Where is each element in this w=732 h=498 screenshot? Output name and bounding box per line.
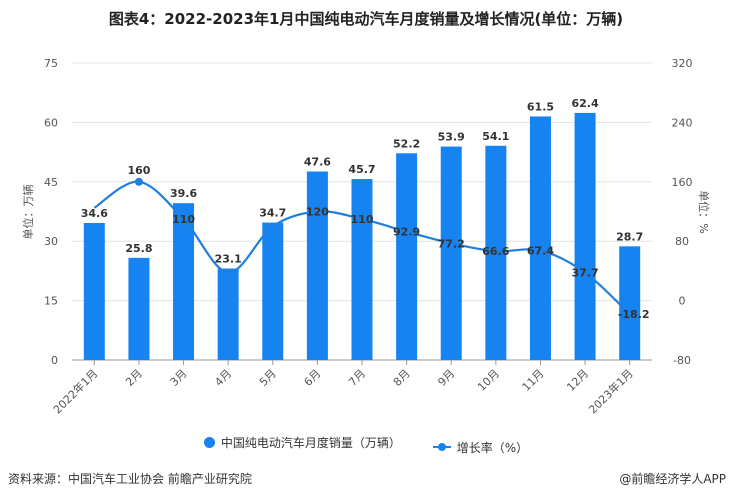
legend-item-growth: 增长率（%） [432, 439, 529, 456]
y2-tick-label: 80 [675, 235, 689, 248]
bar-data-label: 53.9 [438, 131, 465, 144]
growth-data-label: 92.9 [393, 226, 420, 239]
bar-data-label: 52.2 [393, 137, 420, 150]
y2-tick-label: 320 [672, 57, 693, 70]
x-tick-label: 4月 [212, 367, 234, 389]
growth-data-label: 110 [351, 213, 374, 226]
bar [306, 171, 328, 360]
x-tick-label: 3月 [168, 367, 190, 389]
y-tick-label: 75 [44, 57, 58, 70]
bar-data-label: 61.5 [527, 100, 554, 113]
legend-item-sales: 中国纯电动汽车月度销量（万辆） [203, 434, 401, 451]
bar-data-label: 34.6 [81, 207, 108, 220]
legend-label: 中国纯电动汽车月度销量（万辆） [220, 436, 401, 450]
bar [128, 257, 150, 360]
growth-data-label: 37.7 [572, 267, 599, 280]
legend: 中国纯电动汽车月度销量（万辆） 增长率（%） [0, 434, 732, 456]
y2-tick-label: 160 [672, 176, 693, 189]
y-tick-label: 30 [44, 235, 58, 248]
bar [619, 246, 641, 360]
growth-data-label: 67.4 [527, 245, 554, 258]
bar [574, 112, 596, 361]
growth-data-label: 120 [306, 206, 329, 219]
bar [396, 153, 418, 360]
y2-axis-label: 单位：% [697, 190, 711, 233]
bar-data-label: 54.1 [482, 130, 509, 143]
y2-tick-label: 0 [679, 295, 686, 308]
x-tick-label: 2022年1月 [50, 366, 100, 416]
x-tick-label: 2月 [123, 367, 145, 389]
bar [440, 146, 462, 360]
bar [529, 116, 551, 361]
bar-data-label: 39.6 [170, 187, 197, 200]
x-tick-label: 9月 [435, 367, 457, 389]
y-axis-label: 单位：万辆 [21, 185, 35, 240]
x-tick-label: 12月 [564, 367, 591, 394]
y-tick-label: 60 [44, 116, 58, 129]
bar [485, 145, 507, 360]
bar-data-label: 45.7 [348, 163, 375, 176]
legend-line-icon [432, 443, 451, 451]
bar-data-label: 47.6 [304, 156, 331, 169]
x-tick-label: 8月 [391, 367, 413, 389]
x-tick-label: 10月 [475, 367, 502, 394]
bar [173, 203, 195, 360]
credit: @前瞻经济学人APP [619, 472, 726, 486]
growth-line [93, 180, 631, 315]
growth-data-label: 77.2 [438, 237, 465, 250]
bar-data-label: 34.7 [259, 207, 286, 220]
bar [262, 222, 284, 360]
x-tick-label: 7月 [346, 367, 368, 389]
x-tick-label: 6月 [302, 367, 324, 389]
bar [83, 222, 105, 360]
bar-data-label: 62.4 [572, 97, 599, 110]
growth-data-label: 66.6 [482, 245, 509, 258]
y2-tick-label: 240 [672, 116, 693, 129]
source-note: 资料来源：中国汽车工业协会 前瞻产业研究院 [8, 472, 252, 486]
growth-data-label: -18.2 [618, 308, 650, 321]
chart-title: 图表4：2022-2023年1月中国纯电动汽车月度销量及增长情况(单位：万辆) [108, 10, 624, 28]
legend-label: 增长率（%） [456, 440, 529, 455]
growth-point [134, 177, 143, 186]
x-tick-label: 11月 [520, 367, 547, 394]
bar [217, 268, 239, 360]
growth-data-label: 110 [172, 213, 195, 226]
y-tick-label: 45 [44, 176, 58, 189]
legend-bar-icon [203, 437, 215, 448]
bar [351, 179, 373, 360]
bar-data-label: 25.8 [125, 242, 152, 255]
growth-data-label: 160 [127, 164, 150, 177]
y-tick-label: 15 [44, 295, 58, 308]
y-tick-label: 0 [51, 354, 58, 367]
x-tick-label: 2023年1月 [586, 366, 636, 416]
y2-tick-label: -80 [673, 354, 691, 367]
bar-data-label: 23.1 [215, 253, 242, 266]
x-tick-label: 5月 [257, 367, 279, 389]
bar-data-label: 28.7 [616, 230, 643, 243]
